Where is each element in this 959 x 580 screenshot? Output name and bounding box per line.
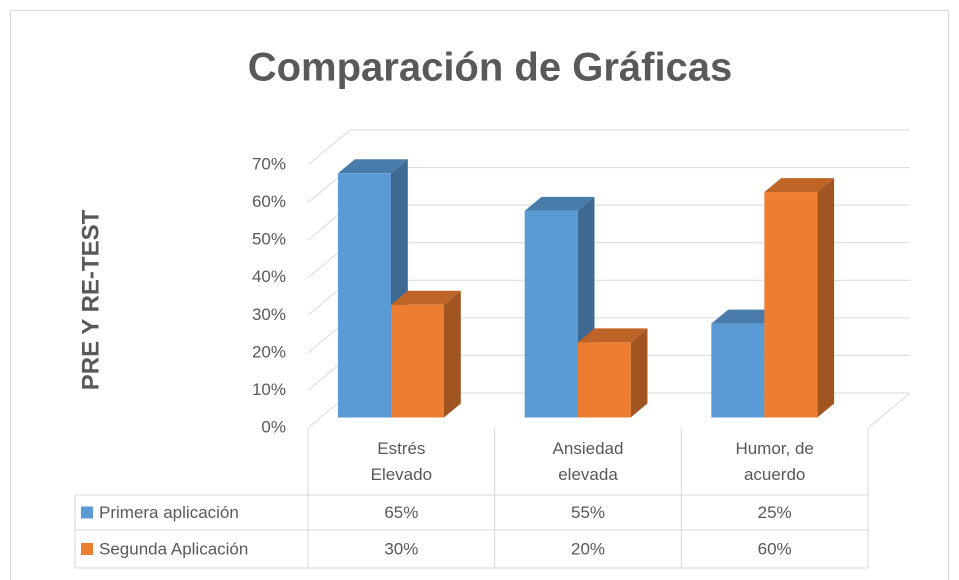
bar [711,323,765,418]
y-tick-label: 70% [252,154,286,173]
x-tick-label: Estrés Elevado [370,439,433,484]
y-tick-label: 60% [252,192,286,211]
y-tick-label: 30% [252,305,286,324]
table-value: 65% [384,503,418,522]
bar [524,210,578,418]
bar [338,173,391,418]
floor-edge [867,392,911,429]
bar-side [444,290,461,418]
x-tick-label: Ansiedad elevada [552,439,624,484]
x-tick-label: Humor, de acuerdo [735,439,814,484]
bar-side [630,328,648,418]
bar [577,342,631,418]
bar-top [338,159,408,174]
legend-key [81,543,93,555]
table-value: 20% [571,539,605,558]
y-axis-label: PRE Y RE-TEST [77,209,104,390]
legend-label: Primera aplicación [99,503,239,522]
bar [764,192,818,418]
bar-top [577,328,648,343]
legend-label: Segunda Aplicación [99,539,248,558]
table-value: 25% [758,503,792,522]
bar [391,304,444,418]
table-value: 60% [758,539,792,558]
grid-line [307,129,351,166]
table-value: 55% [571,503,605,522]
y-tick-label: 20% [252,342,286,361]
y-tick-label: 0% [261,417,286,436]
y-tick-label: 40% [252,267,286,286]
y-tick-label: 50% [252,230,286,249]
bar-top [711,309,782,324]
y-tick-label: 10% [252,380,286,399]
legend-key [81,506,93,519]
bar-top [764,178,835,193]
bar-top [524,196,595,211]
bar-top [391,290,461,305]
table-value: 30% [384,539,418,558]
chart-title: Comparación de Gráficas [248,46,733,90]
bar-side [817,178,835,418]
